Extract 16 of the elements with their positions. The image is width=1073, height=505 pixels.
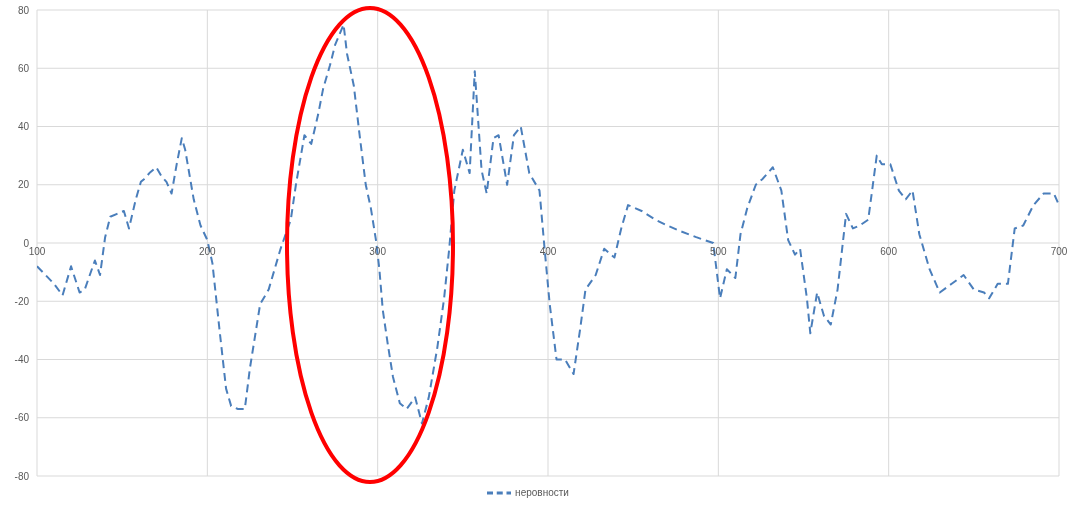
y-tick-label: -40: [14, 354, 30, 366]
y-tick-label: -80: [14, 470, 30, 482]
x-tick-label: 300: [369, 246, 387, 257]
legend-label: неровности: [515, 486, 569, 498]
y-tick-label: -60: [14, 412, 30, 424]
x-tick-label: 100: [28, 246, 46, 257]
y-tick-label: 40: [17, 121, 30, 133]
x-tick-label: 600: [880, 246, 898, 257]
y-tick-label: -20: [14, 295, 30, 307]
y-tick-label: 60: [17, 62, 30, 74]
x-tick-label: 200: [198, 246, 217, 257]
x-tick-label: 700: [1050, 246, 1068, 257]
y-tick-label: 0: [23, 237, 30, 249]
y-tick-label: 20: [17, 179, 30, 191]
x-tick-label: 400: [539, 246, 557, 257]
y-tick-label: 80: [17, 4, 30, 16]
